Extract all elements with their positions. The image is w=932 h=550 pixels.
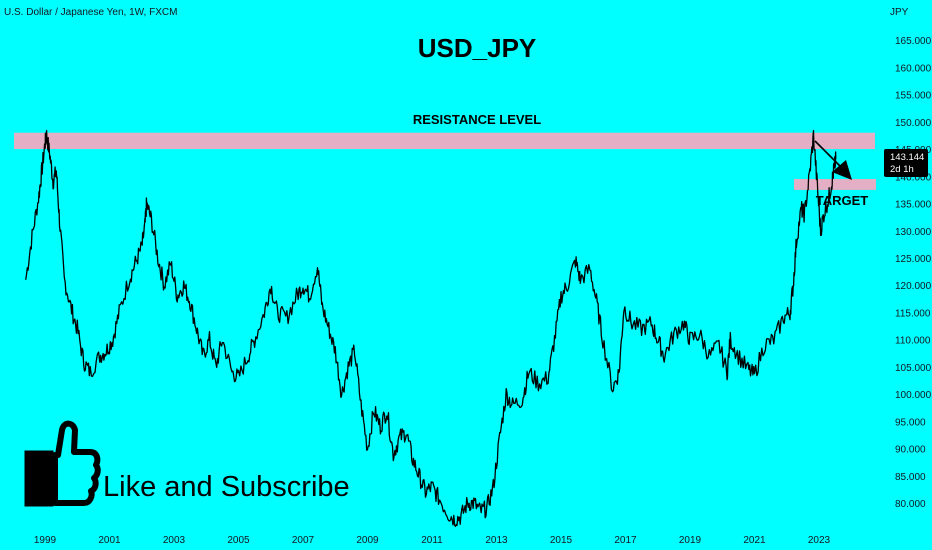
- x-tick-label: 2021: [743, 535, 766, 546]
- x-tick-label: 2009: [356, 535, 379, 546]
- y-tick-label: 125.000: [895, 254, 932, 265]
- y-tick-label: 80.000: [895, 499, 926, 510]
- y-tick-label: 100.000: [895, 390, 932, 401]
- y-tick-label: 160.000: [895, 63, 932, 74]
- resistance-zone[interactable]: [14, 132, 875, 150]
- x-tick-label: 1999: [34, 535, 57, 546]
- currency-label: JPY: [890, 7, 909, 18]
- target-label: TARGET: [816, 193, 869, 208]
- y-tick-label: 105.000: [895, 363, 932, 374]
- price-tag-background: [884, 149, 928, 177]
- x-tick-label: 2003: [163, 535, 186, 546]
- x-tick-label: 2011: [421, 535, 443, 546]
- x-tick-label: 2013: [485, 535, 508, 546]
- y-tick-label: 135.000: [895, 200, 932, 211]
- arrow-down-right-icon[interactable]: [814, 140, 852, 180]
- y-tick-label: 110.000: [895, 336, 931, 347]
- price-tag-price: 143.144: [890, 152, 924, 163]
- y-tick-label: 165.000: [895, 36, 932, 47]
- x-tick-label: 2019: [679, 535, 702, 546]
- x-tick-label: 2015: [550, 535, 573, 546]
- y-tick-label: 150.000: [895, 118, 932, 129]
- x-tick-label: 2005: [227, 535, 250, 546]
- y-tick-label: 155.000: [895, 91, 932, 102]
- x-axis: 1999 2001 2003 2005 2007 2009 2011 2013 2015 2017…: [34, 535, 831, 546]
- symbol-info: U.S. Dollar / Japanese Yen, 1W, FXCM: [4, 7, 177, 18]
- x-tick-label: 2001: [98, 535, 121, 546]
- y-tick-label: 120.000: [895, 281, 932, 292]
- thumbs-up-icon: [24, 420, 101, 507]
- x-tick-label: 2023: [808, 535, 831, 546]
- price-series-line[interactable]: [25, 129, 837, 528]
- x-tick-label: 2017: [614, 535, 637, 546]
- x-tick-label: 2007: [292, 535, 315, 546]
- y-tick-label: 85.000: [895, 472, 926, 483]
- price-tag-countdown: 2d 1h: [890, 164, 914, 175]
- like-subscribe-text: Like and Subscribe: [103, 471, 350, 503]
- chart-title: USD_JPY: [418, 33, 537, 63]
- y-tick-label: 95.000: [895, 417, 926, 428]
- y-tick-label: 130.000: [895, 227, 932, 238]
- price-tag[interactable]: 143.144 2d 1h: [884, 149, 928, 177]
- y-tick-label: 115.000: [895, 308, 931, 319]
- resistance-level-label: RESISTANCE LEVEL: [413, 112, 541, 127]
- y-axis: 80.000 85.000 90.000 95.000 100.000 105.000 11…: [895, 36, 932, 510]
- y-tick-label: 140.000: [895, 172, 932, 183]
- y-tick-label: 90.000: [895, 445, 926, 456]
- target-zone[interactable]: [794, 179, 876, 190]
